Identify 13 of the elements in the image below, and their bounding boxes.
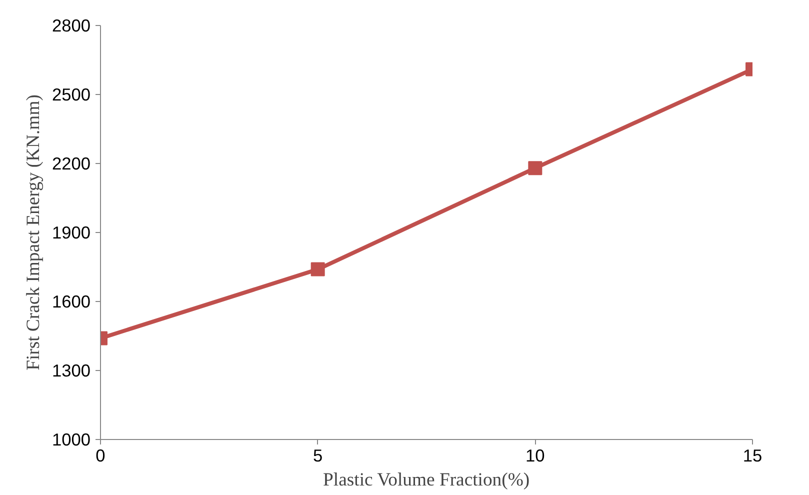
x-tick-label: 10 [526, 446, 545, 466]
y-tick-label: 1000 [52, 430, 91, 450]
y-tick-label: 1600 [52, 292, 91, 312]
y-tick-label: 2800 [52, 16, 91, 36]
x-tick-label: 0 [96, 446, 106, 466]
x-tick-label: 5 [313, 446, 323, 466]
x-axis-title: Plastic Volume Fraction(%) [323, 470, 530, 490]
x-tick-label: 15 [742, 446, 762, 466]
y-tick-label: 2200 [52, 154, 91, 174]
y-tick-label: 2500 [52, 84, 91, 104]
y-axis-title: First Crack Impact Energy (KN.mm) [22, 94, 44, 370]
y-tick-label: 1300 [52, 360, 91, 380]
y-tick-label: 1900 [52, 222, 91, 242]
